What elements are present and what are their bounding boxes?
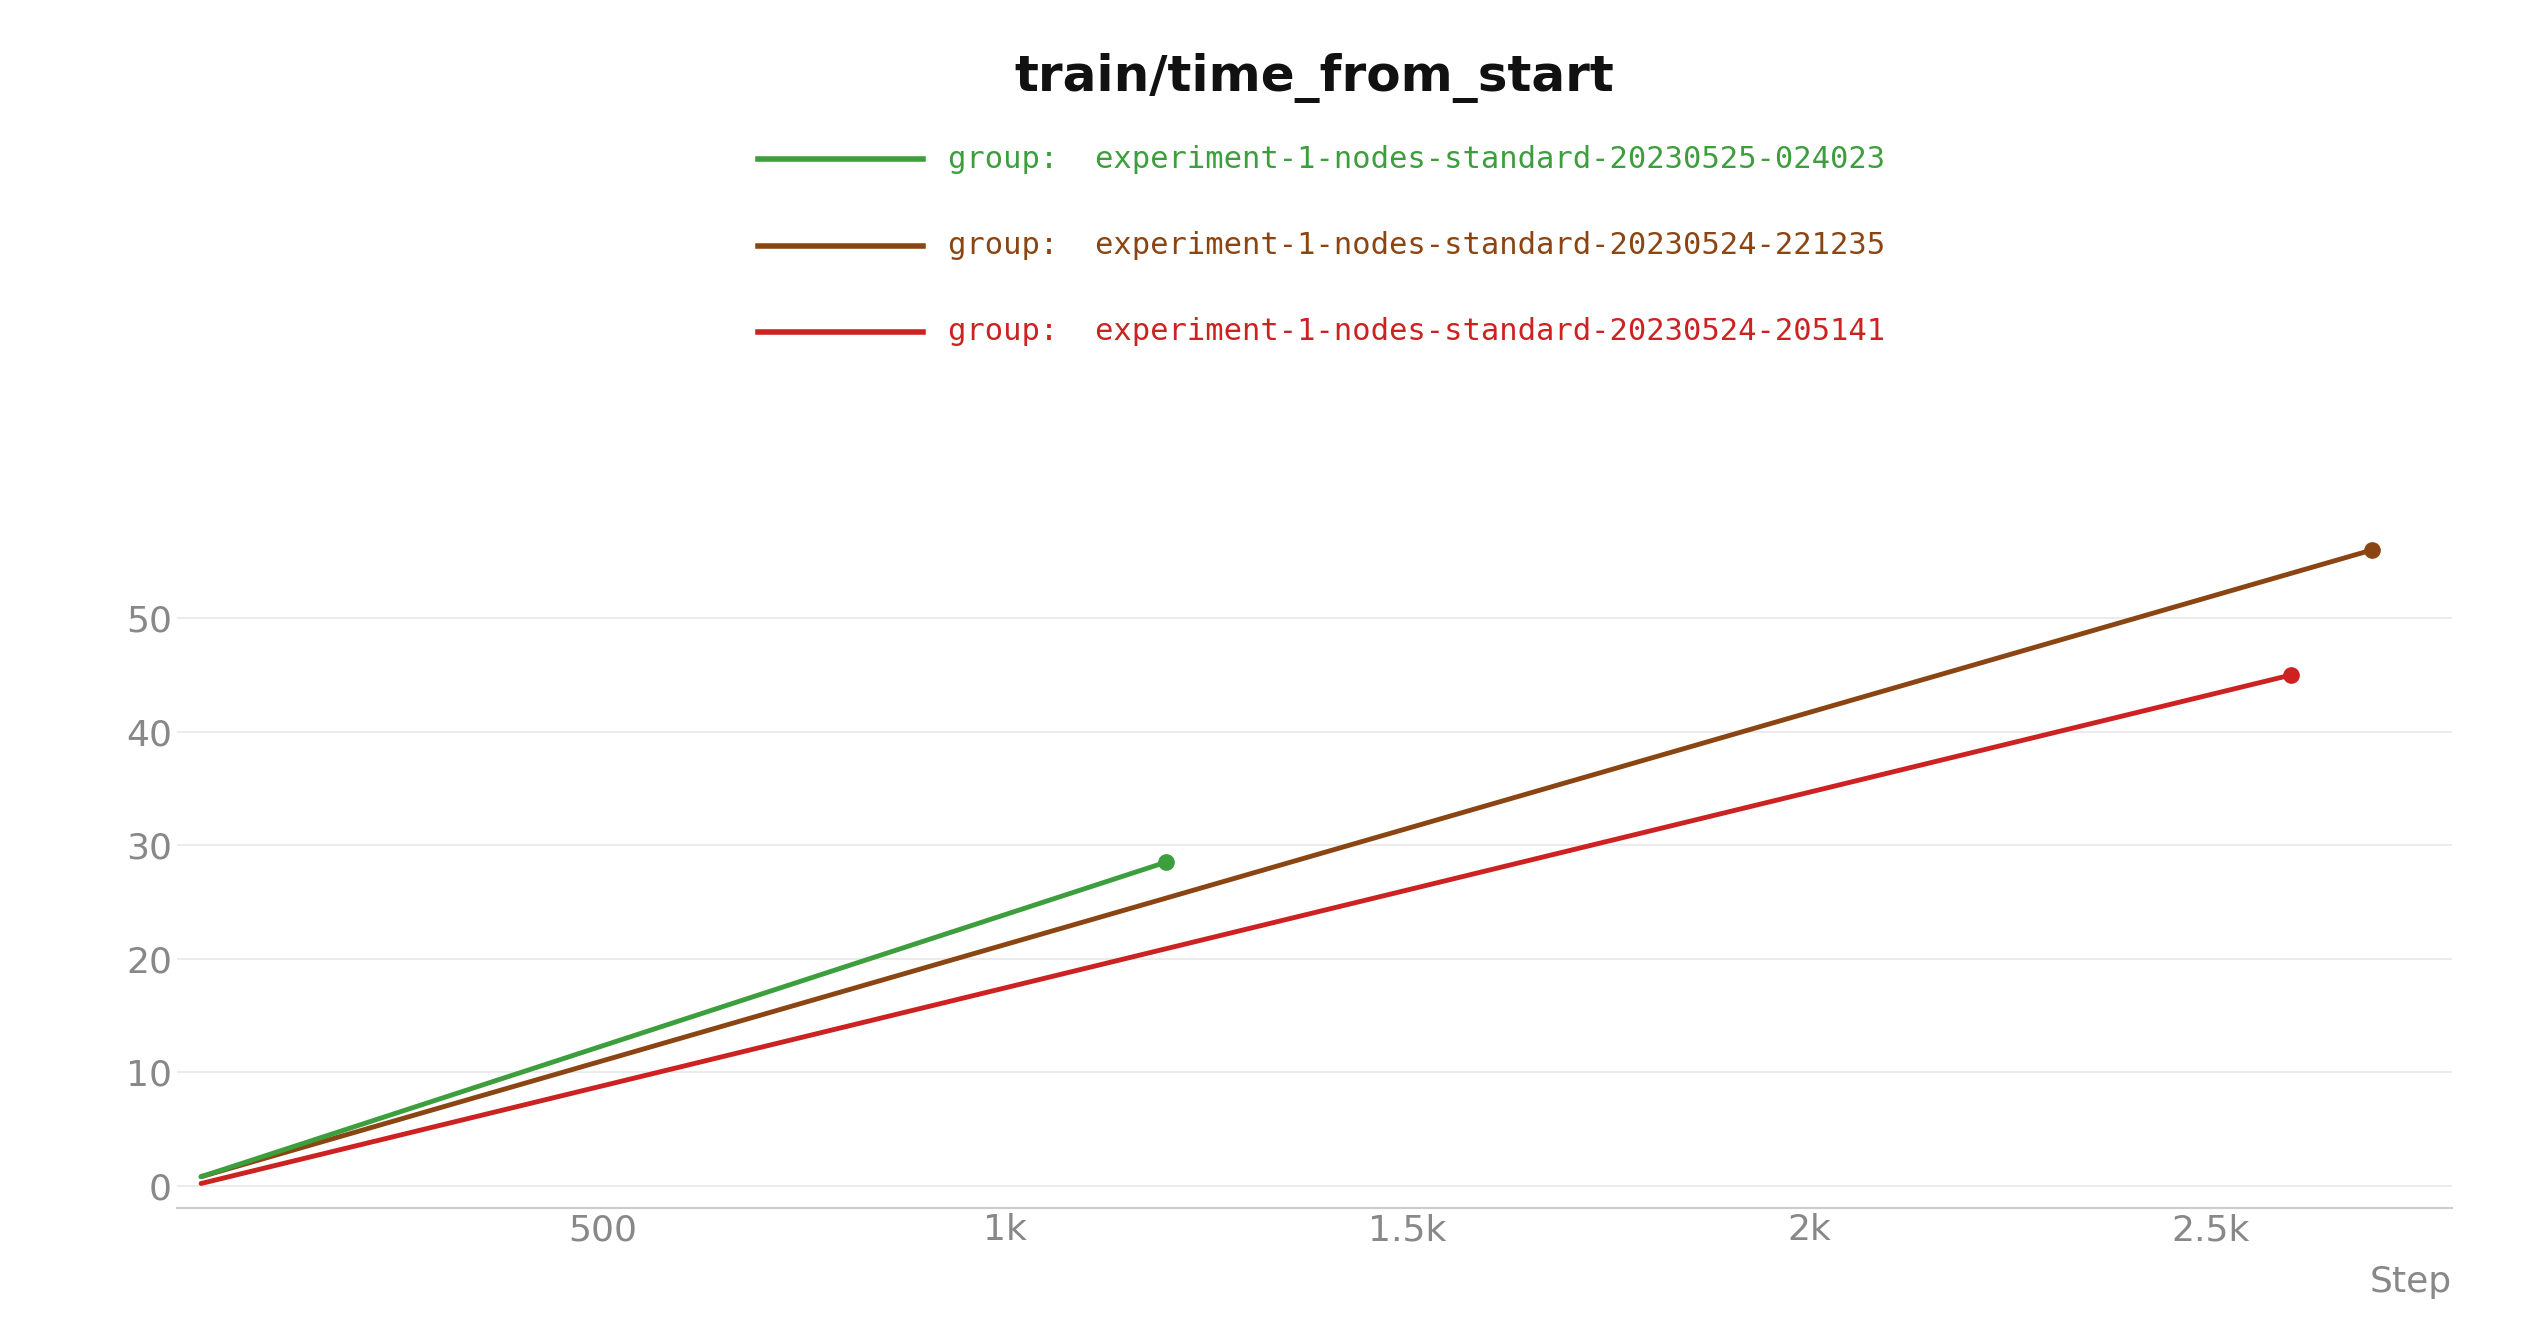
Text: Step: Step [2371,1264,2452,1299]
Text: group:  experiment-1-nodes-standard-20230524-205141: group: experiment-1-nodes-standard-20230… [948,317,1886,347]
Text: group:  experiment-1-nodes-standard-20230525-024023: group: experiment-1-nodes-standard-20230… [948,145,1886,174]
Text: group:  experiment-1-nodes-standard-20230524-221235: group: experiment-1-nodes-standard-20230… [948,231,1886,260]
Text: train/time_from_start: train/time_from_start [1014,53,1615,104]
